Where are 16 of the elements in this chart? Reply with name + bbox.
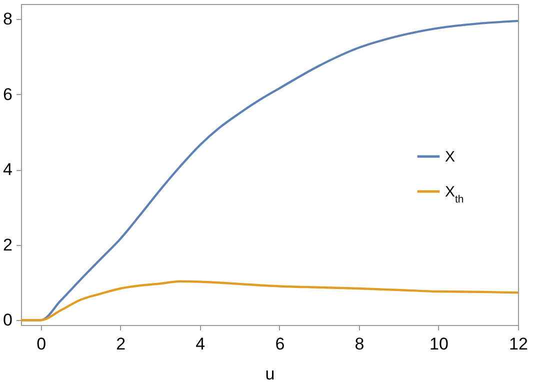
y-tick-label: 2 [3,235,12,254]
y-tick-label: 8 [3,10,12,29]
legend-label: X [445,148,456,166]
x-tick-label: 4 [196,334,206,354]
line-series [21,280,518,322]
x-tick-label: 12 [509,334,528,354]
y-tick-label: 6 [3,84,12,104]
x-tick-label: 10 [430,334,448,354]
y-tick-label: 4 [3,160,12,180]
x-tick-label: 6 [275,334,285,354]
y-tick-label: 0 [3,310,12,330]
x-tick-label: 0 [36,334,46,354]
x-axis-title: u [265,364,275,384]
legend-label: X$_{th}$ [445,184,464,206]
x-tick-label: 2 [116,334,126,354]
x-tick-label: 8 [354,334,364,354]
